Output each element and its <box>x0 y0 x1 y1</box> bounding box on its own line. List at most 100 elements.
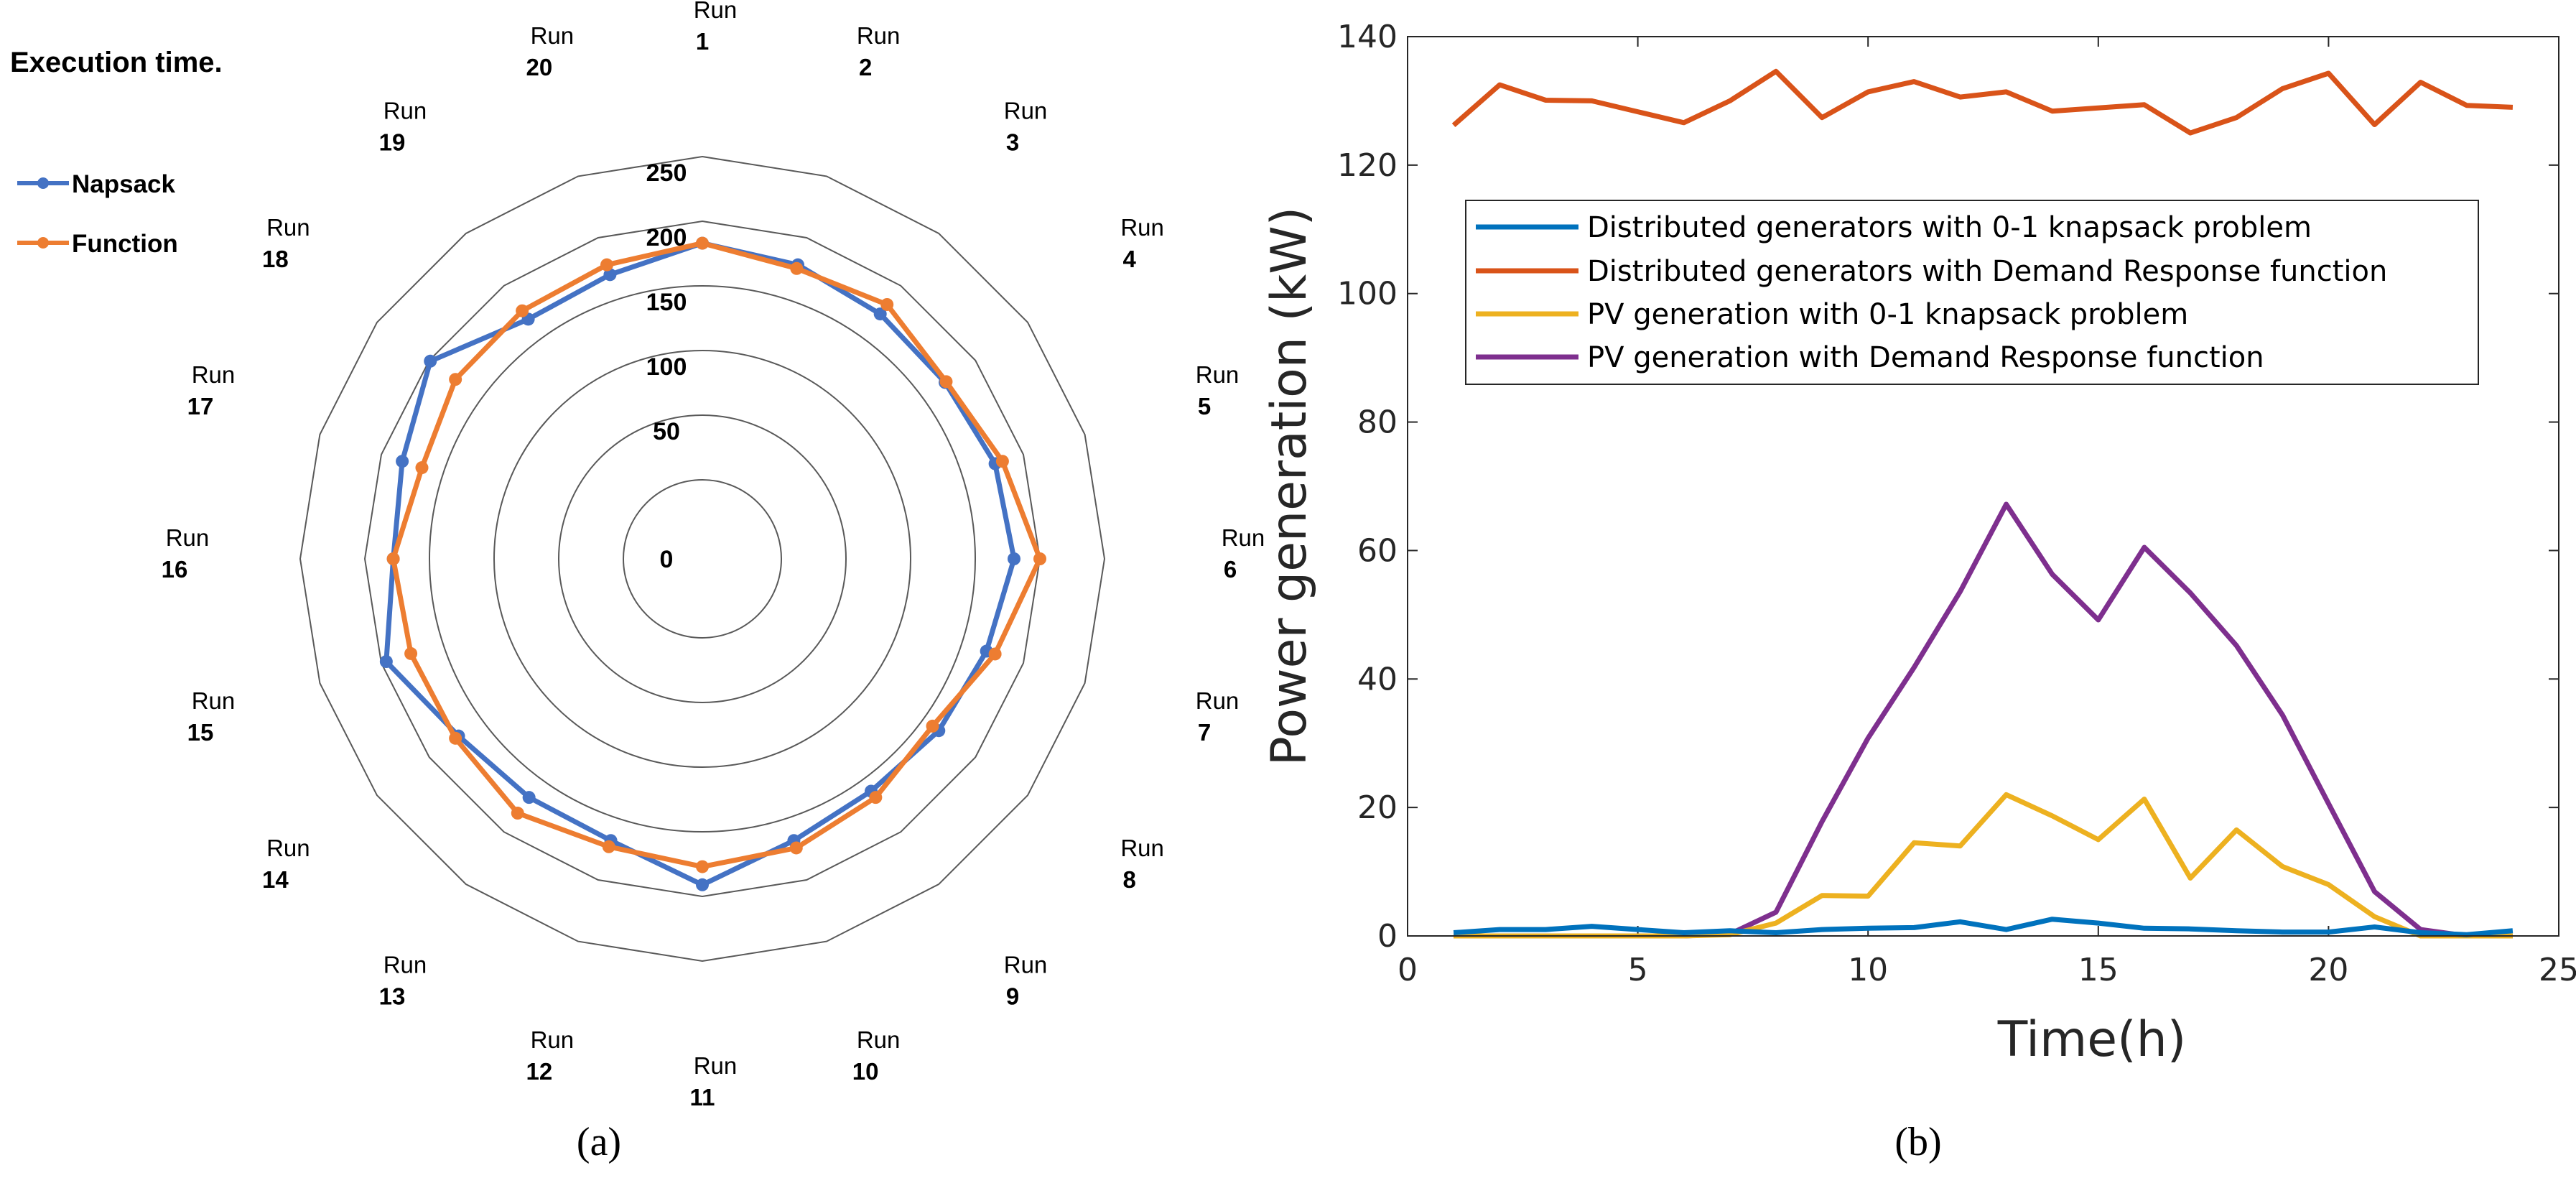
x-axis-ticks: 0 5 10 15 20 25 <box>1398 37 2576 988</box>
radar-axis-label-14: Run 14 <box>262 835 310 893</box>
radar-axis-label-num: 5 <box>1198 393 1211 419</box>
radar-point-function-3[interactable] <box>880 297 894 311</box>
radar-axis-label-word: Run <box>1004 97 1048 124</box>
radar-axis-label-word: Run <box>192 361 236 388</box>
radar-axis-label-num: 9 <box>1006 983 1019 1010</box>
y-axis-label: Power generation (kW) <box>1261 207 1318 766</box>
series-line-pv-knapsack[interactable] <box>1454 792 2513 939</box>
radar-point-function-2[interactable] <box>790 261 804 275</box>
radar-r-tick-50: 50 <box>653 418 680 445</box>
radar-axis-label-16: Run 16 <box>162 524 210 583</box>
line-chart: 0 20 40 60 80 100 120 140 0 5 10 15 20 25 Time(h) Po… <box>1261 19 2576 1164</box>
radar-point-function-13[interactable] <box>511 807 524 820</box>
radar-point-function-12[interactable] <box>602 840 615 853</box>
radar-point-napsack-6[interactable] <box>1008 552 1020 565</box>
radar-axis-label-word: Run <box>531 1026 575 1053</box>
x-axis-label: Time(h) <box>1997 1011 2187 1068</box>
radar-point-function-1[interactable] <box>696 236 709 250</box>
x-tick-label-25: 25 <box>2539 952 2576 988</box>
radar-axis-label-num: 13 <box>379 983 406 1010</box>
legend-label-pv-dr: PV generation with Demand Response funct… <box>1587 341 2264 374</box>
radar-grid-polygon-250 <box>299 155 1106 963</box>
radar-axis-label-num: 15 <box>187 719 214 746</box>
radar-axis-label-19: Run 19 <box>379 97 427 155</box>
panel-label-b: (b) <box>1894 1120 1941 1164</box>
radar-point-function-6[interactable] <box>1033 552 1046 565</box>
radar-axis-label-num: 2 <box>859 54 872 80</box>
radar-point-function-11[interactable] <box>696 860 709 873</box>
radar-axis-label-word: Run <box>266 835 310 861</box>
series-line-dg-dr[interactable] <box>1451 68 2514 136</box>
y-tick-label-120: 120 <box>1337 147 1398 184</box>
radar-point-function-17[interactable] <box>415 461 429 475</box>
legend-item-napsack[interactable]: Napsack <box>17 170 176 198</box>
legend-marker-function <box>37 237 49 249</box>
radar-point-function-5[interactable] <box>995 455 1009 468</box>
radar-point-function-9[interactable] <box>869 791 883 804</box>
radar-axis-label-num: 10 <box>852 1058 879 1085</box>
radar-axis-label-word: Run <box>1196 361 1240 388</box>
radar-axis-label-18: Run 18 <box>262 214 310 272</box>
radar-point-napsack-17[interactable] <box>396 455 409 468</box>
radar-point-function-20[interactable] <box>600 258 613 272</box>
radar-axis-label-15: Run 15 <box>187 687 236 746</box>
radar-axis-label-12: Run 12 <box>526 1026 575 1085</box>
series-line-pv-dr[interactable] <box>1454 501 2513 939</box>
radar-point-function-19[interactable] <box>516 304 529 317</box>
legend-item-pv-dr[interactable]: PV generation with Demand Response funct… <box>1476 341 2264 374</box>
radar-point-function-10[interactable] <box>789 841 803 855</box>
x-tick-label-5: 5 <box>1628 952 1648 988</box>
radar-point-function-16[interactable] <box>386 552 400 565</box>
radar-axis-label-num: 1 <box>696 28 709 55</box>
radar-point-function-18[interactable] <box>449 373 462 386</box>
radar-axis-label-word: Run <box>1222 524 1265 551</box>
radar-grid-circle-0 <box>623 479 782 639</box>
radar-point-napsack-18[interactable] <box>424 354 437 368</box>
radar-grid-circle-50 <box>558 414 847 703</box>
radar-series <box>379 236 1046 891</box>
legend-item-dg-dr[interactable]: Distributed generators with Demand Respo… <box>1476 255 2387 288</box>
x-tick-label-0: 0 <box>1398 952 1418 988</box>
radar-point-napsack-3[interactable] <box>873 307 887 321</box>
legend-label-dg-knapsack: Distributed generators with 0-1 knapsack… <box>1587 211 2312 244</box>
legend-item-function[interactable]: Function <box>17 230 178 258</box>
radar-point-function-4[interactable] <box>939 375 953 389</box>
y-tick-label-60: 60 <box>1357 532 1398 569</box>
legend-item-dg-knapsack[interactable]: Distributed generators with 0-1 knapsack… <box>1476 211 2312 244</box>
radar-axis-label-num: 6 <box>1224 556 1237 583</box>
radar-axis-label-word: Run <box>192 687 236 714</box>
y-tick-label-140: 140 <box>1337 19 1398 55</box>
radar-point-function-14[interactable] <box>449 731 462 745</box>
radar-grid-circle-150 <box>429 285 976 833</box>
radar-axis-label-word: Run <box>266 214 310 241</box>
radar-axis-label-num: 8 <box>1122 866 1135 893</box>
legend-label-pv-knapsack: PV generation with 0-1 knapsack problem <box>1587 298 2188 331</box>
radar-axis-label-word: Run <box>1120 835 1164 861</box>
radar-point-function-7[interactable] <box>988 647 1002 661</box>
radar-point-napsack-20[interactable] <box>603 268 617 282</box>
radar-point-napsack-13[interactable] <box>522 791 536 804</box>
x-tick-label-20: 20 <box>2308 952 2348 988</box>
legend-label-dg-dr: Distributed generators with Demand Respo… <box>1587 255 2387 288</box>
x-tick-label-10: 10 <box>1848 952 1888 988</box>
radar-axis-label-word: Run <box>1196 687 1240 714</box>
legend-item-pv-knapsack[interactable]: PV generation with 0-1 knapsack problem <box>1476 298 2188 331</box>
radar-axis-label-word: Run <box>383 97 427 124</box>
series-line-dg-knapsack[interactable] <box>1453 917 2514 937</box>
radar-axis-label-17: Run 17 <box>187 361 236 419</box>
radar-point-napsack-11[interactable] <box>696 878 709 891</box>
radar-axis-label-10: Run 10 <box>852 1026 901 1085</box>
plot-frame <box>1407 36 2559 937</box>
radar-r-tick-100: 100 <box>646 353 687 381</box>
radar-axis-label-word: Run <box>531 22 575 49</box>
radar-axis-label-9: Run 9 <box>1004 952 1048 1010</box>
radar-point-napsack-15[interactable] <box>379 655 393 669</box>
radar-point-function-8[interactable] <box>926 719 939 733</box>
radar-axis-label-5: Run 5 <box>1196 361 1240 419</box>
radar-point-function-15[interactable] <box>404 646 418 660</box>
radar-axis-label-1: Run 1 <box>694 0 738 55</box>
radar-r-tick-0: 0 <box>660 546 674 573</box>
x-tick-label-15: 15 <box>2078 952 2119 988</box>
